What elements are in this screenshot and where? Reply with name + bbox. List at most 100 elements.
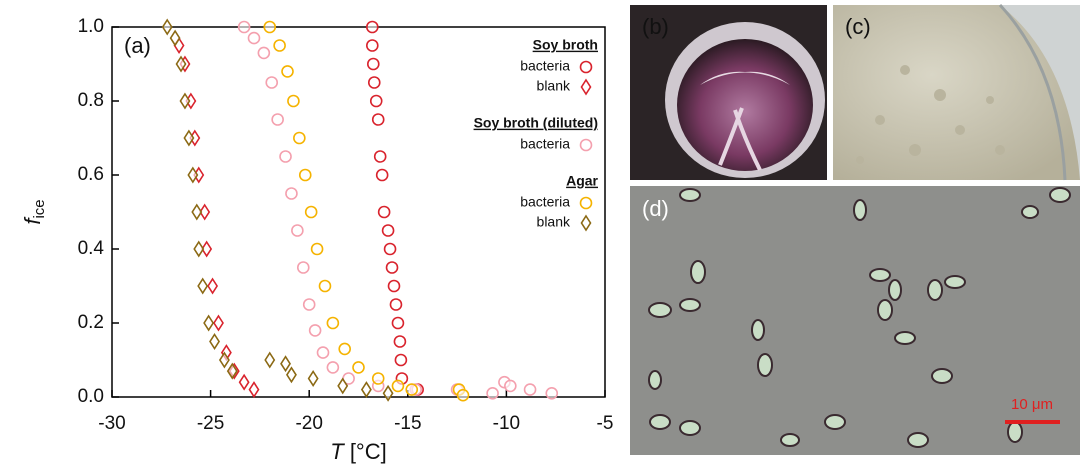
legend-marker [579, 138, 593, 152]
y-tick-label: 0.8 [78, 90, 104, 111]
circle-marker [352, 361, 365, 374]
x-tick-label: -10 [493, 413, 520, 434]
circle-marker [279, 150, 292, 163]
y-tick-label: 0.2 [78, 312, 104, 333]
panel-label: (b) [642, 14, 669, 39]
y-tick-label: 0.0 [78, 386, 104, 407]
circle-marker [285, 187, 298, 200]
x-tick-label: -5 [597, 413, 614, 434]
plot-frame [111, 26, 606, 398]
circle-marker [308, 324, 322, 337]
diamond-marker [183, 129, 195, 147]
circle-marker [456, 388, 470, 402]
circle-marker [326, 316, 340, 330]
panel-label: (c) [845, 14, 871, 39]
circle-marker [381, 224, 395, 237]
circle-marker [263, 20, 277, 34]
circle-marker [287, 94, 300, 108]
y-label-symbol: f [20, 216, 45, 225]
legend-marker [580, 78, 592, 96]
circle-marker [271, 113, 284, 126]
x-label-unit: [°C] [344, 439, 387, 464]
circle-marker [366, 20, 379, 34]
circle-marker [318, 279, 332, 293]
photo-b [630, 5, 827, 180]
circle-marker [247, 31, 261, 45]
circle-marker [375, 168, 389, 182]
legend-label: blank [537, 78, 571, 94]
legend-marker [579, 196, 593, 210]
circle-marker [257, 46, 271, 60]
circle-marker [265, 76, 279, 89]
circle-marker [389, 298, 403, 311]
diamond-marker [226, 362, 238, 380]
circle-marker [369, 94, 383, 108]
circle-marker [393, 335, 407, 348]
diamond-marker [286, 366, 297, 384]
circle-marker [237, 20, 251, 34]
y-tick-label: 1.0 [78, 16, 104, 37]
circle-marker [405, 383, 419, 396]
circle-marker [298, 168, 312, 182]
legend-heading: Agar [566, 173, 598, 189]
diamond-marker [187, 166, 199, 184]
x-axis-label: T [°C] [330, 439, 386, 464]
panel-label: (d) [642, 196, 669, 221]
legend-marker [580, 214, 592, 232]
x-tick-label: -15 [394, 413, 421, 434]
y-axis-label: fice [20, 199, 48, 224]
diamond-marker [248, 381, 260, 399]
x-tick-label: -25 [197, 413, 224, 434]
circle-marker [273, 39, 286, 52]
diamond-marker [169, 29, 181, 47]
x-tick-label: -30 [98, 413, 125, 434]
diamond-marker [218, 351, 230, 369]
circle-marker [391, 316, 405, 330]
circle-marker [373, 150, 387, 163]
circle-marker [326, 361, 340, 374]
legend-label: blank [537, 214, 571, 230]
diamond-marker [238, 373, 250, 391]
diamond-marker [191, 203, 203, 221]
x-tick-label: -20 [295, 413, 322, 434]
diamond-marker [203, 314, 215, 332]
diamond-marker [199, 203, 211, 221]
circle-marker [371, 372, 385, 385]
diamond-marker [307, 370, 319, 387]
circle-marker [302, 298, 316, 311]
circle-marker [281, 65, 294, 78]
circle-marker [523, 383, 537, 396]
diamond-marker [382, 384, 394, 402]
legend-heading: Soy broth [533, 37, 598, 53]
legend-marker [579, 60, 593, 74]
diamond-marker [193, 240, 205, 258]
diamond-marker [207, 277, 219, 295]
diamond-marker [209, 333, 220, 350]
diamond-marker [161, 18, 173, 36]
legend-label: bacteria [520, 194, 570, 210]
diamond-marker [175, 55, 187, 73]
circle-marker [367, 76, 381, 89]
legend-label: bacteria [520, 136, 570, 152]
circle-marker [377, 205, 391, 219]
diamond-marker [201, 240, 213, 258]
diamond-marker [337, 377, 349, 395]
circle-marker [338, 342, 351, 356]
circle-marker [316, 346, 330, 359]
diamond-marker [213, 314, 224, 332]
y-label-subscript: ice [31, 199, 48, 218]
circle-marker [391, 379, 405, 393]
diamond-marker [280, 355, 291, 373]
circle-marker [385, 261, 399, 274]
circle-marker [296, 261, 310, 274]
diamond-marker [360, 381, 372, 399]
circle-marker [293, 131, 306, 145]
circle-marker [366, 39, 379, 52]
circle-marker [291, 224, 304, 237]
circle-marker [486, 386, 499, 400]
circle-marker [504, 379, 517, 393]
scale-bar-label: 10 μm [1011, 396, 1053, 413]
diamond-marker [197, 277, 209, 295]
